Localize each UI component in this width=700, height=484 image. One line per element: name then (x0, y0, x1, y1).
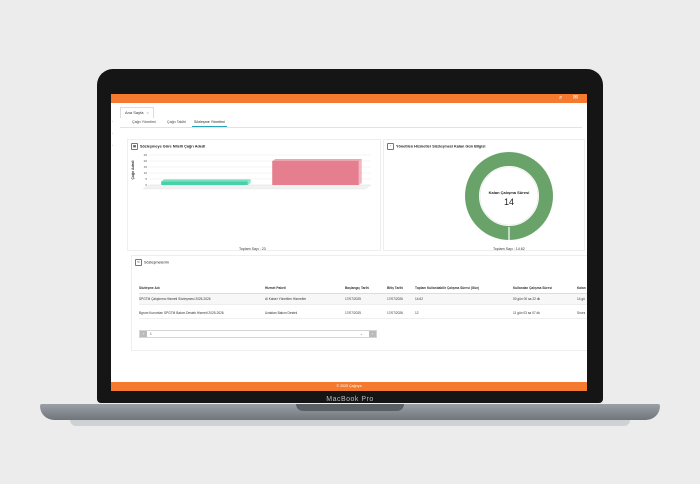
tab-bar: Çağrı Yönetimi Çağrı Takibi Sözleşme Yön… (120, 118, 582, 128)
side-strip: › › › (111, 103, 115, 382)
chart-icon: ▤ (131, 143, 138, 150)
calls-total: Toplam Sayı : 23 (239, 247, 266, 251)
column-header[interactable]: Kalan (577, 286, 586, 290)
laptop-foot (70, 420, 630, 426)
page-tab-home[interactable]: Ana Sayfa × (120, 107, 154, 118)
chart-floor (142, 184, 372, 190)
pager-select[interactable]: 1 (150, 332, 152, 336)
tab-cagri-yonetimi[interactable]: Çağrı Yönetimi (132, 120, 156, 124)
y-tick-label: 0 (145, 183, 147, 187)
y-tick-label: 5 (145, 177, 147, 181)
bar-top (161, 179, 251, 182)
footer-bar: © 2025 Çağrıya (111, 382, 587, 391)
y-tick-label: 25 (144, 153, 148, 157)
y-tick-label: 15 (144, 165, 148, 169)
search-icon[interactable]: ⌕ (559, 95, 563, 101)
donut-hole (479, 166, 539, 226)
calls-bar-chart: Çağrı Adedi 25 20 15 10 5 0 (131, 153, 372, 190)
column-header[interactable]: Toplam Kullanılabilir Çalışma Süresi (Gü… (415, 286, 480, 290)
close-icon[interactable]: × (146, 110, 149, 115)
chevron-down-icon[interactable]: ⌄ (360, 332, 363, 336)
contracts-table-header: Sözleşme Adı Hizmet Paketi Başlangıç Tar… (139, 283, 587, 294)
laptop-base (40, 404, 660, 420)
bar-side (247, 179, 251, 185)
donut-center-value: 14 (503, 197, 514, 207)
column-header[interactable]: Bitiş Tarihi (387, 286, 404, 290)
calls-by-contract-card (127, 139, 381, 251)
y-tick-label: 20 (144, 159, 148, 163)
column-header[interactable]: Sözleşme Adı (139, 286, 160, 290)
calls-card-title: ▤ Sözleşmeye Göre Nitelli Çağrı Adedi (131, 143, 205, 150)
table-row[interactable]: SPGTM Çalıştırma Hizmeti Sözleşmesi 2025… (139, 294, 587, 305)
remaining-donut-chart (465, 152, 553, 241)
chevron-right-icon[interactable]: › (369, 331, 376, 337)
page-tab-label: Ana Sayfa (125, 110, 144, 115)
app-screen: ⌕ ✉ › › › Ana Sayfa × Çağrı Yönetimi Çağr… (111, 94, 587, 391)
side-arrow-icon[interactable]: › (112, 131, 113, 135)
device-brand-label: MacBook Pro (326, 396, 374, 403)
bar (161, 181, 248, 185)
column-header[interactable]: Hizmet Paketi (265, 286, 286, 290)
column-header[interactable]: Başlangıç Tarihi (345, 286, 370, 290)
mail-icon[interactable]: ✉ (573, 95, 579, 101)
table-row[interactable]: Bgrum Kurumları SPGTM Bakım Destek Hizme… (139, 308, 587, 319)
donut-center-label: Kalan Çalışma Süresi (488, 190, 530, 195)
refresh-icon[interactable]: ↻ (135, 259, 142, 266)
remaining-card-title: ◔ Yönetilen Hizmetler Sözleşmesi Kalan Gü… (387, 143, 485, 150)
remaining-total: Toplam Sayı : 14.62 (493, 247, 525, 251)
chevron-left-icon[interactable]: ‹ (140, 331, 147, 337)
top-bar: ⌕ ✉ (111, 94, 587, 103)
side-arrow-icon[interactable]: › (112, 119, 113, 123)
y-axis-label: Çağrı Adedi (131, 160, 135, 179)
bar (272, 161, 359, 185)
table-pager[interactable]: ‹ 1 ⌄ › (139, 330, 377, 338)
column-header[interactable]: Kullanılan Çalışma Süresi (513, 286, 552, 290)
laptop-notch (296, 404, 404, 411)
tab-sozlesme-yonetimi[interactable]: Sözleşme Yönetimi (192, 118, 227, 127)
y-tick-label: 10 (144, 171, 148, 175)
contracts-header: ↻ Sözleşmelerim (135, 259, 169, 266)
side-arrow-icon[interactable]: › (112, 143, 113, 147)
tab-cagri-takibi[interactable]: Çağrı Takibi (167, 120, 186, 124)
bar-side (358, 159, 362, 185)
chart-icon: ◔ (387, 143, 394, 150)
bar-top (272, 159, 362, 161)
